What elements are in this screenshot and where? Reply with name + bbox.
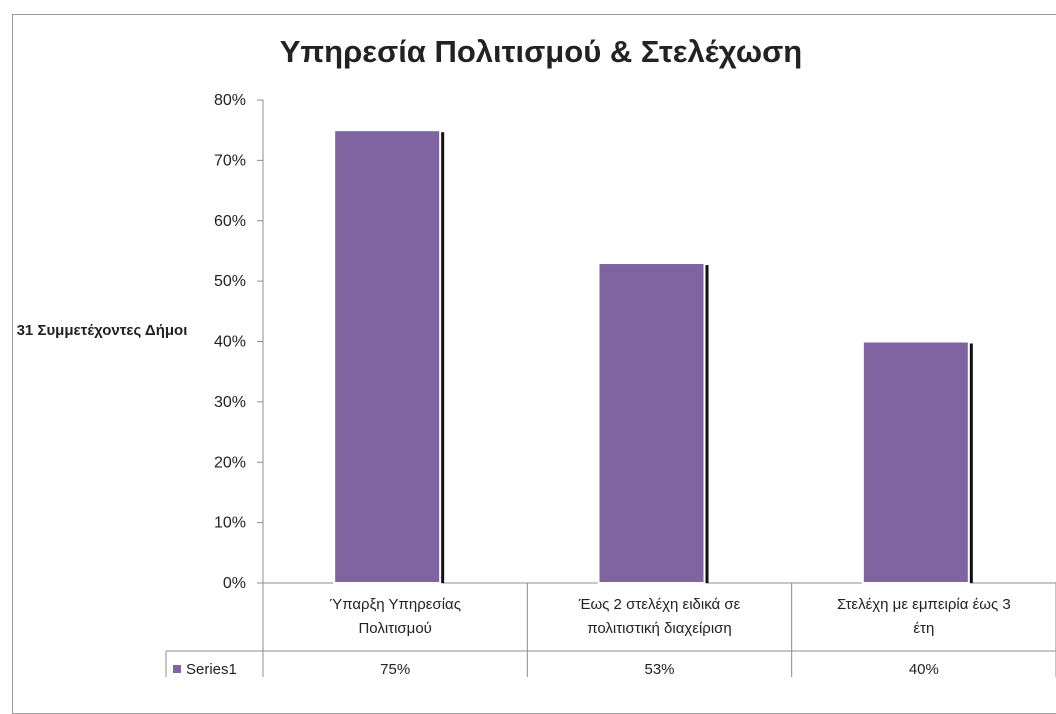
- y-tick-label: 10%: [214, 515, 246, 532]
- y-tick-label: 40%: [214, 334, 246, 351]
- data-label: 40%: [909, 661, 939, 677]
- y-tick-label: 70%: [214, 152, 246, 169]
- x-tick-label: Έως 2 στελέχη ειδικά σε: [578, 596, 741, 613]
- y-tick-label: 60%: [214, 213, 246, 230]
- bar: [333, 129, 442, 584]
- x-tick-label: Πολιτισμού: [358, 620, 431, 637]
- bar: [597, 262, 706, 584]
- y-axis-label: 31 Συμμετέχοντες Δήμοι: [16, 322, 188, 339]
- chart-title: Υπηρεσία Πολιτισμού & Στελέχωση: [279, 34, 803, 69]
- y-tick-label: 80%: [214, 92, 246, 109]
- bar-chart-plot: 0% 10% 20% 30% 40% 50% 60% 70% 80% Ύπαρξη Υπηρεσί…: [165, 92, 1056, 677]
- data-label: 75%: [380, 661, 410, 677]
- legend-key: [173, 665, 181, 673]
- legend-entry: Series1: [186, 661, 237, 677]
- y-tick-label: 0%: [223, 575, 246, 592]
- x-tick-label: πολιτιστική διαχείριση: [587, 620, 732, 637]
- bar: [861, 340, 970, 584]
- data-label: 53%: [644, 661, 674, 677]
- y-tick-label: 50%: [214, 273, 246, 290]
- x-tick-label: Στελέχη με εμπειρία έως 3: [837, 596, 1011, 613]
- x-tick-label: έτη: [913, 620, 934, 637]
- x-tick-label: Ύπαρξη Υπηρεσίας: [329, 596, 461, 613]
- y-tick-label: 20%: [214, 454, 246, 471]
- y-tick-label: 30%: [214, 394, 246, 411]
